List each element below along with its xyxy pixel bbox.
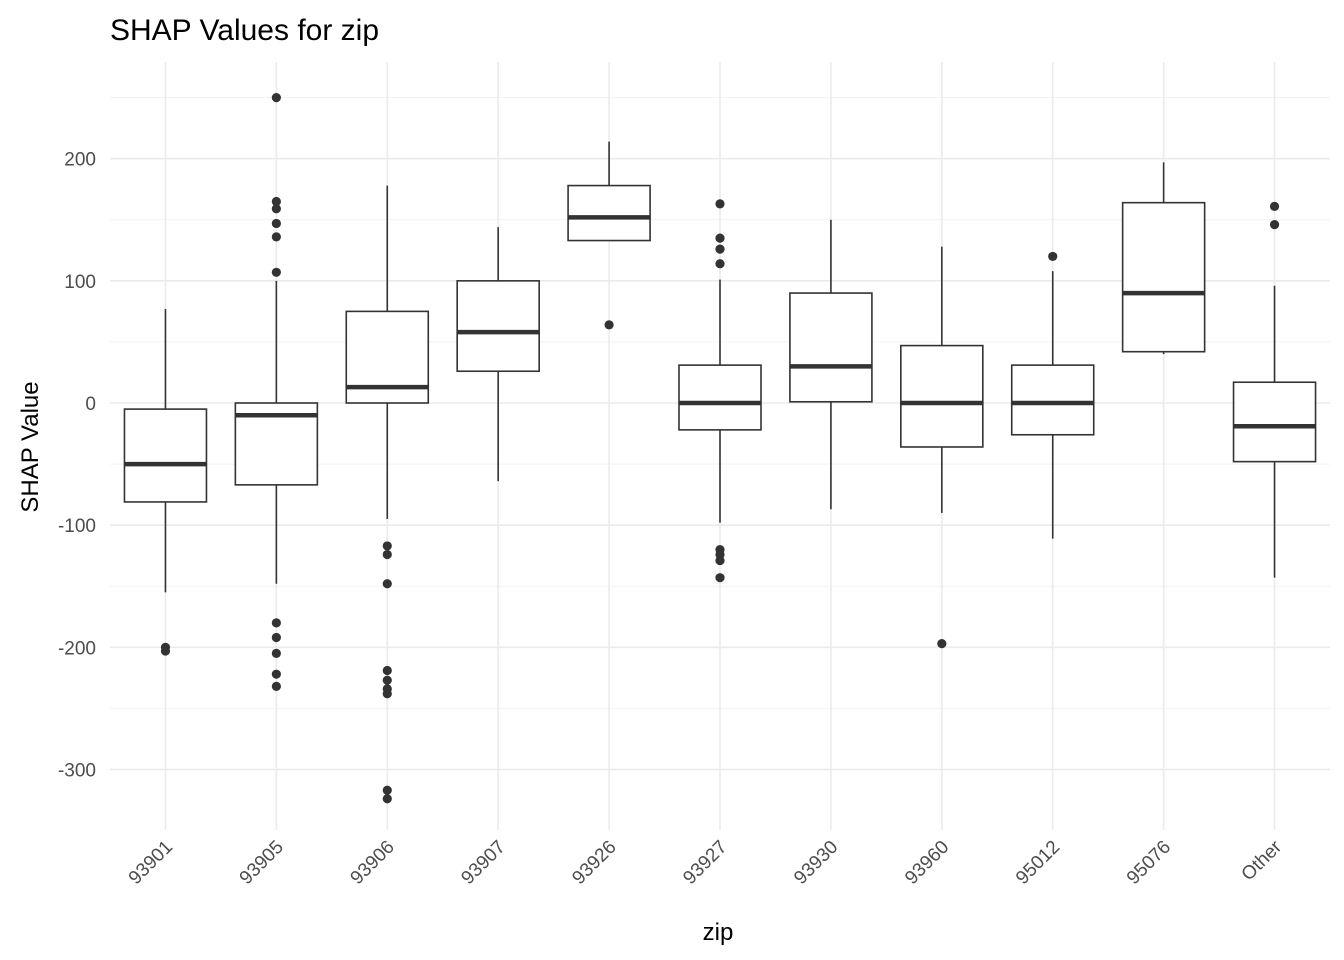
x-tick-label: 93927 [679, 837, 731, 889]
y-tick-label: -200 [58, 638, 96, 659]
box-group-95012 [1010, 251, 1095, 539]
outlier-point [715, 244, 725, 254]
iqr-box [567, 184, 651, 242]
x-tick-label: 93901 [125, 837, 177, 889]
iqr-box [456, 280, 540, 373]
y-tick-label: 0 [85, 394, 96, 415]
outlier-point [271, 632, 281, 643]
box-group-93905 [234, 93, 319, 691]
box-group-93907 [456, 227, 540, 482]
x-tick-label: 93930 [790, 837, 842, 889]
iqr-box [678, 364, 762, 431]
outlier-point [382, 541, 392, 551]
box-plots [123, 93, 1317, 804]
outlier-point [604, 320, 614, 330]
x-tick-label: 95012 [1012, 837, 1064, 889]
x-tick-label: 93905 [236, 837, 288, 889]
outlier-point [715, 555, 725, 566]
outlier-point [271, 618, 281, 628]
outlier-point [382, 675, 392, 685]
y-tick-label: 200 [64, 150, 96, 171]
outlier-point [382, 785, 392, 795]
box-group-93901 [123, 308, 208, 656]
outlier-point [382, 549, 392, 560]
outlier-point [715, 573, 725, 583]
box-group-93906 [345, 185, 430, 804]
outlier-point [271, 681, 281, 691]
outlier-point [382, 794, 392, 804]
outlier-point [382, 665, 392, 676]
outlier-point [1048, 251, 1058, 262]
outlier-point [271, 232, 281, 242]
outlier-point [271, 648, 281, 659]
x-tick-label: 93926 [568, 837, 620, 889]
x-axis-ticks: 93901 93905 93906 93907 93926 93927 93930 93960… [125, 836, 1287, 889]
x-tick-label: 93907 [458, 837, 510, 889]
outlier-point [382, 689, 392, 699]
outlier-point [271, 267, 281, 277]
x-axis-title: zip [703, 919, 734, 946]
outlier-point [271, 204, 281, 214]
iqr-box [1232, 381, 1317, 463]
x-tick-label: 93906 [347, 837, 399, 889]
outlier-point [937, 639, 947, 649]
outlier-point [271, 196, 281, 207]
y-tick-label: -300 [58, 760, 96, 781]
box-group-93960 [900, 246, 984, 649]
x-tick-label: Other [1238, 836, 1287, 885]
iqr-box [1010, 364, 1095, 436]
outlier-point [382, 579, 392, 589]
outlier-point [271, 93, 281, 103]
y-axis-ticks: -300 -200 -100 0 100 200 [58, 150, 96, 782]
y-tick-label: -100 [58, 516, 96, 537]
box-group-95076 [1121, 162, 1206, 355]
outlier-point [160, 646, 171, 656]
outlier-point [1269, 220, 1280, 230]
x-tick-label: 95076 [1123, 837, 1175, 889]
iqr-box [900, 344, 984, 448]
outlier-point [715, 259, 725, 269]
outlier-point [1269, 201, 1280, 211]
y-tick-label: 100 [64, 272, 96, 293]
x-tick-label: 93960 [901, 837, 953, 889]
outlier-point [271, 669, 281, 679]
iqr-box [123, 408, 208, 503]
outlier-point [715, 233, 725, 243]
iqr-box [1121, 201, 1206, 353]
chart-title: SHAP Values for zip [110, 14, 379, 47]
y-axis-title: SHAP Value [17, 381, 44, 512]
box-group-other [1232, 201, 1317, 578]
box-group-93930 [789, 219, 873, 510]
outlier-point [715, 199, 725, 209]
iqr-box [789, 292, 873, 403]
outlier-point [271, 218, 281, 229]
box-group-93927 [678, 199, 762, 583]
box-group-93926 [567, 141, 651, 330]
